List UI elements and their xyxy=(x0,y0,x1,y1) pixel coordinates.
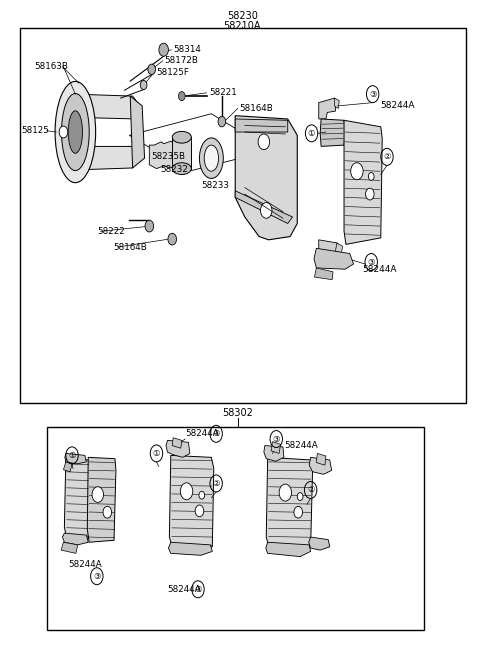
Text: ③: ③ xyxy=(273,434,280,443)
Polygon shape xyxy=(271,441,281,453)
Text: 58172B: 58172B xyxy=(165,56,198,66)
Text: 58210A: 58210A xyxy=(224,20,261,31)
Text: 58244A: 58244A xyxy=(168,584,201,594)
Circle shape xyxy=(59,126,68,138)
Text: 58222: 58222 xyxy=(97,227,125,236)
Text: 58232: 58232 xyxy=(160,165,188,174)
Text: 58235B: 58235B xyxy=(152,152,186,161)
Text: 58164B: 58164B xyxy=(114,243,147,251)
Text: ③: ③ xyxy=(212,429,220,438)
Text: 58125F: 58125F xyxy=(156,68,190,77)
Text: 58244A: 58244A xyxy=(185,429,219,438)
Polygon shape xyxy=(63,462,72,472)
Polygon shape xyxy=(266,457,312,550)
Polygon shape xyxy=(314,249,354,269)
Polygon shape xyxy=(235,191,292,224)
Text: ①: ① xyxy=(68,451,76,460)
Circle shape xyxy=(179,92,185,100)
Text: ③: ③ xyxy=(369,90,376,98)
Polygon shape xyxy=(309,537,330,550)
Circle shape xyxy=(218,116,226,127)
Text: ③: ③ xyxy=(194,584,202,594)
Text: 58163B: 58163B xyxy=(34,62,68,72)
Polygon shape xyxy=(335,98,339,108)
Text: 58244A: 58244A xyxy=(284,441,318,450)
Ellipse shape xyxy=(61,94,89,171)
Circle shape xyxy=(297,493,303,501)
Text: ①: ① xyxy=(153,449,160,458)
Text: 58302: 58302 xyxy=(222,408,253,418)
Polygon shape xyxy=(266,543,311,557)
Text: 58221: 58221 xyxy=(209,89,237,97)
Circle shape xyxy=(258,134,270,150)
Text: ②: ② xyxy=(307,485,314,495)
Polygon shape xyxy=(75,146,140,170)
Polygon shape xyxy=(130,96,144,168)
Circle shape xyxy=(195,505,204,517)
Circle shape xyxy=(148,64,156,75)
Circle shape xyxy=(180,483,193,500)
Circle shape xyxy=(365,188,374,200)
Ellipse shape xyxy=(172,163,192,174)
Text: 58244A: 58244A xyxy=(380,102,414,110)
Polygon shape xyxy=(75,94,140,119)
Polygon shape xyxy=(62,533,88,545)
Polygon shape xyxy=(309,457,332,474)
Polygon shape xyxy=(316,453,326,465)
Circle shape xyxy=(199,491,204,499)
Polygon shape xyxy=(87,457,116,543)
Polygon shape xyxy=(336,243,343,255)
Ellipse shape xyxy=(55,81,96,182)
Polygon shape xyxy=(64,459,90,541)
Polygon shape xyxy=(264,445,284,461)
Polygon shape xyxy=(314,268,333,279)
Polygon shape xyxy=(320,119,345,146)
Circle shape xyxy=(368,173,374,180)
Text: 58244A: 58244A xyxy=(68,560,102,569)
Circle shape xyxy=(294,506,302,518)
Circle shape xyxy=(351,163,363,180)
Circle shape xyxy=(159,43,168,56)
Circle shape xyxy=(261,203,272,218)
Polygon shape xyxy=(235,119,288,132)
Text: 58125: 58125 xyxy=(22,126,49,135)
Polygon shape xyxy=(319,98,336,119)
Ellipse shape xyxy=(199,138,223,178)
Polygon shape xyxy=(319,240,338,256)
Polygon shape xyxy=(169,455,214,550)
Circle shape xyxy=(168,234,177,245)
Text: ①: ① xyxy=(308,129,315,138)
Polygon shape xyxy=(235,115,297,240)
Polygon shape xyxy=(166,440,190,457)
Ellipse shape xyxy=(68,111,83,154)
Text: 58233: 58233 xyxy=(201,181,229,190)
Polygon shape xyxy=(168,543,212,556)
Text: ③: ③ xyxy=(93,572,101,581)
Text: ②: ② xyxy=(212,479,220,488)
Polygon shape xyxy=(172,438,182,448)
Polygon shape xyxy=(149,141,177,169)
Text: ②: ② xyxy=(383,152,391,161)
Circle shape xyxy=(103,506,112,518)
Polygon shape xyxy=(344,120,382,245)
Circle shape xyxy=(92,487,104,502)
Circle shape xyxy=(145,220,154,232)
Text: ③: ③ xyxy=(368,258,375,266)
Text: 58314: 58314 xyxy=(173,45,201,54)
Polygon shape xyxy=(61,543,78,554)
Ellipse shape xyxy=(204,145,218,171)
Text: 58164B: 58164B xyxy=(239,104,273,113)
Text: 58230: 58230 xyxy=(227,10,258,21)
Circle shape xyxy=(279,484,291,501)
Polygon shape xyxy=(65,453,86,464)
Circle shape xyxy=(140,81,147,90)
Ellipse shape xyxy=(172,131,192,143)
Polygon shape xyxy=(172,137,192,169)
Text: 58244A: 58244A xyxy=(363,265,397,274)
